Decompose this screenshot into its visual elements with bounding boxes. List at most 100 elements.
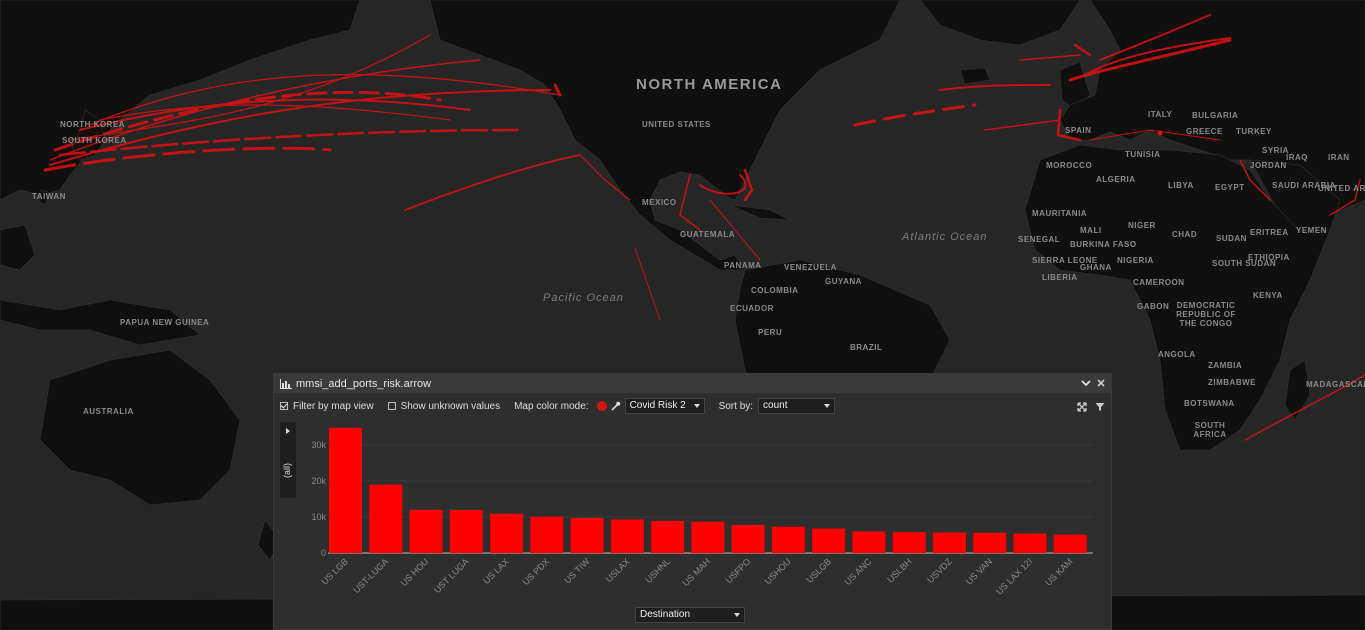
show-unknown-values-checkbox[interactable]: Show unknown values <box>387 400 501 412</box>
map-label-libya: LIBYA <box>1168 181 1194 190</box>
map-label-angola: ANGOLA <box>1158 350 1196 359</box>
map-color-mode: Map color mode: Covid Risk 2 <box>514 398 705 414</box>
map-label-kenya: KENYA <box>1253 291 1283 300</box>
bar[interactable] <box>610 519 644 553</box>
x-tick-label: USHNL <box>643 556 672 585</box>
sort-by-label: Sort by: <box>718 400 754 412</box>
bar[interactable] <box>651 520 685 553</box>
destination-value: Destination <box>640 609 691 620</box>
close-icon[interactable] <box>1097 378 1105 390</box>
y-tick-label: 10k <box>311 512 326 522</box>
x-tick-label: USVDZ <box>925 556 954 585</box>
x-tick-label: US TIW <box>562 556 592 586</box>
color-swatch-icon[interactable] <box>596 401 607 411</box>
bar-chart: 0 10k 20k 30k US LGB UST-LUGA US HOU UST LUGA US… <box>311 427 1093 597</box>
filter-by-map-view-label: Filter by map view <box>293 400 374 412</box>
sort-by-value: count <box>763 400 788 411</box>
map-label-north-korea: NORTH KOREA <box>60 120 125 129</box>
x-tick-label: US VAN <box>964 556 994 586</box>
bar[interactable] <box>892 532 926 553</box>
x-tick-label: USLBH <box>885 556 913 584</box>
bar[interactable] <box>530 516 564 553</box>
bar[interactable] <box>973 532 1007 553</box>
map-label-papua-new-guinea: PAPUA NEW GUINEA <box>120 318 210 327</box>
bar[interactable] <box>852 531 886 553</box>
x-tick-label: UST-LUGA <box>351 556 390 595</box>
map-label-syria: SYRIA <box>1262 146 1289 155</box>
bar[interactable] <box>329 427 363 553</box>
x-tick-label: USLAX <box>604 556 632 584</box>
filter-by-map-view-checkbox[interactable]: Filter by map view <box>280 401 374 412</box>
bar[interactable] <box>691 521 725 553</box>
bar[interactable] <box>449 510 483 553</box>
expand-arrow-icon[interactable] <box>286 428 290 434</box>
sort-by-select[interactable]: count <box>758 398 836 414</box>
map-label-mauritania: MAURITANIA <box>1032 209 1088 218</box>
checkbox-checked-icon[interactable] <box>280 402 288 410</box>
map-label-yemen: YEMEN <box>1296 226 1327 235</box>
map-label-nigeria: NIGERIA <box>1117 256 1154 265</box>
map-label-pacific-ocean: Pacific Ocean <box>543 292 624 304</box>
panel-toolbar: Filter by map view Show unknown values M… <box>274 393 1111 419</box>
map-label-burkina-faso: BURKINA FASO <box>1070 240 1137 249</box>
map-label-mali: MALI <box>1080 226 1102 235</box>
x-tick-label: USFPO <box>724 556 753 585</box>
map-label-botswana: BOTSWANA <box>1184 399 1235 408</box>
color-mode-select[interactable]: Covid Risk 2 <box>624 398 705 414</box>
dropdown-caret-icon <box>824 404 831 408</box>
bar[interactable] <box>812 528 846 553</box>
map-color-mode-label: Map color mode: <box>514 400 589 412</box>
panel-tools <box>1077 402 1105 412</box>
map-label-morocco: MOROCCO <box>1046 161 1093 170</box>
x-tick-label: USHOU <box>763 556 793 586</box>
side-tab-toggle[interactable]: (all) <box>280 422 296 498</box>
bar[interactable] <box>932 532 966 553</box>
map-label-south-korea: SOUTH KOREA <box>62 136 126 145</box>
sort-by: Sort by: count <box>718 398 836 414</box>
bar[interactable] <box>570 518 604 553</box>
bar[interactable] <box>490 513 524 553</box>
map-label-madagascar: MADAGASCAR <box>1306 380 1365 389</box>
map-label-peru: PERU <box>758 328 783 337</box>
map-label-taiwan: TAIWAN <box>32 192 66 201</box>
x-tick-label: UST LUGA <box>432 556 471 595</box>
map-label-jordan: JORDAN <box>1250 161 1287 170</box>
y-tick-label: 20k <box>311 476 326 486</box>
checkbox-unchecked-icon[interactable] <box>387 402 396 410</box>
show-unknown-values-label: Show unknown values <box>400 400 501 412</box>
map-label-sierra-leone: SIERRA LEONE <box>1032 256 1097 265</box>
destination-select[interactable]: Destination <box>635 607 745 623</box>
x-tick-label: US PDX <box>520 556 551 587</box>
x-tick-label: US LAX <box>481 556 511 586</box>
map-label-bulgaria: BULGARIA <box>1192 111 1239 120</box>
map-label-uae: UNITED ARAB EMIRATES <box>1318 184 1365 193</box>
map-label-eritrea: ERITREA <box>1250 228 1289 237</box>
map-label-atlantic-ocean: Atlantic Ocean <box>902 231 988 243</box>
dropdown-caret-icon <box>693 404 700 408</box>
dropdown-caret-icon <box>734 613 740 617</box>
map-label-zambia: ZAMBIA <box>1208 361 1243 370</box>
bar[interactable] <box>731 524 765 553</box>
map-label-turkey: TURKEY <box>1236 127 1272 136</box>
x-tick-label: US MAH <box>680 556 712 588</box>
x-tick-label: USLGB <box>804 556 833 585</box>
bar[interactable] <box>771 526 805 553</box>
eyedropper-icon[interactable] <box>610 401 621 412</box>
map-label-united-states: UNITED STATES <box>642 120 710 129</box>
expand-icon[interactable] <box>1077 402 1087 412</box>
map-label-guatemala: GUATEMALA <box>680 230 736 239</box>
bar[interactable] <box>369 484 403 553</box>
bar[interactable] <box>409 509 443 553</box>
bar[interactable] <box>1013 533 1047 553</box>
bar[interactable] <box>1053 534 1087 553</box>
panel-header[interactable]: mmsi_add_ports_risk.arrow <box>274 374 1111 393</box>
map-label-tunisia: TUNISIA <box>1125 150 1161 159</box>
filter-icon[interactable] <box>1095 402 1105 412</box>
map-label-liberia: LIBERIA <box>1042 273 1078 282</box>
map-label-chad: CHAD <box>1172 230 1198 239</box>
x-tick-label: US KAM <box>1043 556 1074 587</box>
map-label-guyana: GUYANA <box>825 277 862 286</box>
collapse-chevron-icon[interactable] <box>1081 378 1091 390</box>
map-label-brazil: BRAZIL <box>850 343 883 352</box>
x-tick-label: US ANC <box>843 556 874 587</box>
